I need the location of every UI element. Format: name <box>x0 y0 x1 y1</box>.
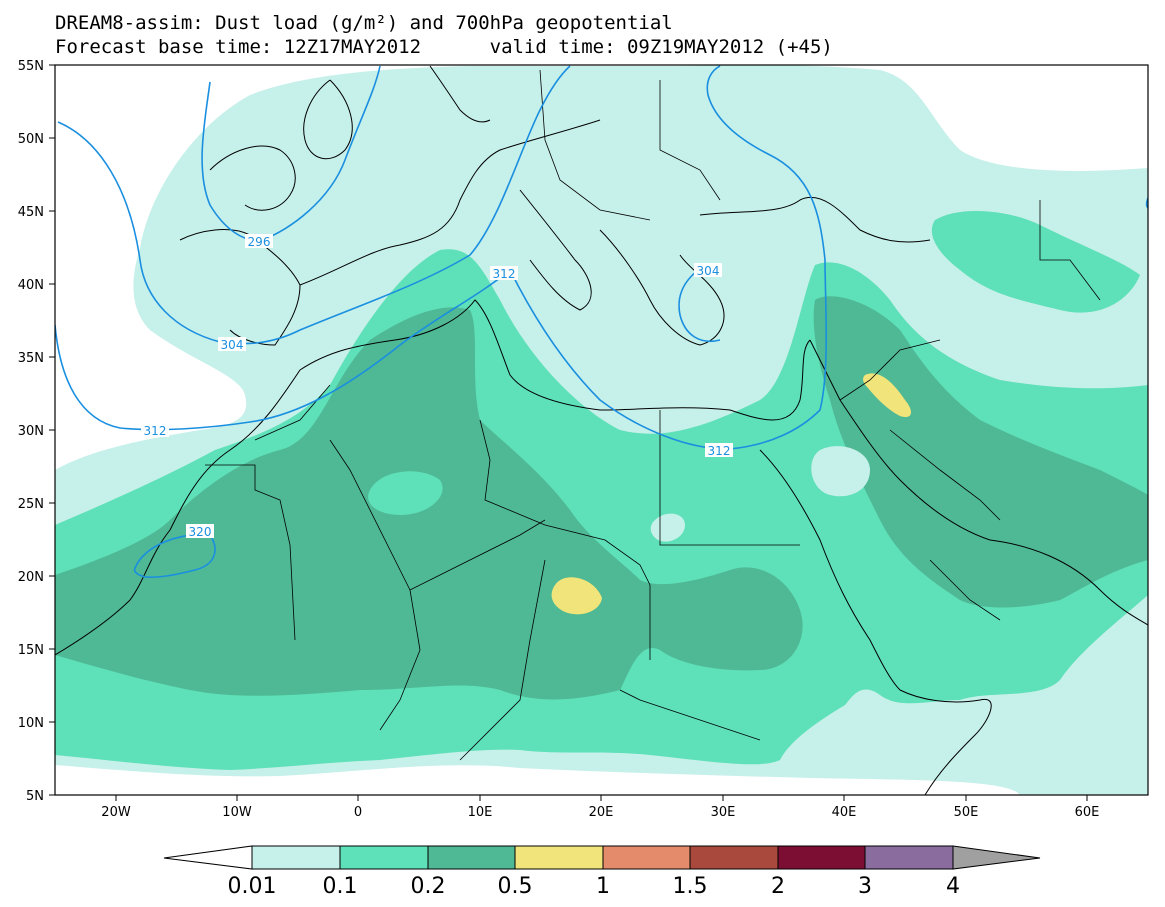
map-subtitle: Forecast base time: 12Z17MAY2012 valid t… <box>55 36 833 58</box>
colorbar-swatch <box>514 845 604 870</box>
lat-label: 50N <box>18 132 44 147</box>
colorbar-swatch <box>689 845 779 870</box>
map-title: DREAM8-assim: Dust load (g/m²) and 700hP… <box>55 12 673 34</box>
country-borders <box>205 69 1101 761</box>
lon-label: 60E <box>1075 805 1100 820</box>
colorbar-label: 0.01 <box>228 874 277 899</box>
contour-304-aegean <box>678 264 721 342</box>
longitude-labels: 20W 10W 0 10E 20E 30E 40E 50E 60E <box>101 805 1099 820</box>
contour-labels: 296 304 312 312 312 320 304 <box>141 234 733 539</box>
lon-label: 20W <box>101 805 131 820</box>
colorbar-swatch <box>427 845 516 870</box>
colorbar-label: 0.2 <box>411 874 446 899</box>
lat-label: 30N <box>18 424 44 439</box>
lat-label: 40N <box>18 278 44 293</box>
colorbar-label: 1.5 <box>673 874 708 899</box>
contour-312 <box>55 65 828 450</box>
dust-band-0.5-iraq <box>863 373 912 418</box>
contour-label-320: 320 <box>189 525 212 539</box>
colorbar-swatch <box>777 845 866 870</box>
colorbar-label: 4 <box>946 874 960 899</box>
contour-label-312-a: 312 <box>493 267 516 281</box>
colorbar: 0.01 0.1 0.2 0.5 1 1.5 2 3 4 <box>163 845 1041 899</box>
colorbar-label: 0.1 <box>323 874 358 899</box>
lon-label: 10E <box>468 805 493 820</box>
coastlines <box>55 65 1148 795</box>
lat-label: 55N <box>18 59 44 74</box>
contour-label-bg <box>705 443 733 457</box>
lon-label: 20E <box>589 805 614 820</box>
lat-label: 10N <box>18 716 44 731</box>
colorbar-high-arrow <box>952 845 1041 870</box>
lat-label: 35N <box>18 351 44 366</box>
colorbar-label: 1 <box>596 874 610 899</box>
lon-label: 50E <box>954 805 979 820</box>
colorbar-swatch <box>864 845 954 870</box>
dust-pocket-iran <box>931 210 1140 313</box>
contour-label-304-b: 304 <box>697 264 720 278</box>
axis-ticks <box>49 64 1088 801</box>
lon-label: 0 <box>354 805 362 820</box>
dust-pocket-algeria <box>368 471 443 515</box>
contour-label-bg <box>490 266 518 280</box>
lat-label: 20N <box>18 570 44 585</box>
contour-label-bg <box>218 337 246 351</box>
dust-pocket-libya <box>650 513 685 542</box>
colorbar-label: 0.5 <box>498 874 533 899</box>
lat-label: 15N <box>18 643 44 658</box>
dust-pocket-arabia <box>811 446 870 497</box>
lon-label: 10W <box>222 805 252 820</box>
contour-304-west <box>57 65 571 345</box>
lat-label: 5N <box>26 789 44 804</box>
lon-label: 30E <box>711 805 736 820</box>
contour-label-bg <box>141 423 169 437</box>
lat-label: 25N <box>18 497 44 512</box>
lat-label: 45N <box>18 205 44 220</box>
colorbar-swatch <box>251 845 341 870</box>
dust-band-0.2-east <box>813 296 1148 608</box>
colorbar-label: 2 <box>771 874 785 899</box>
dust-band-0.5-chad <box>551 577 602 615</box>
contour-label-304: 304 <box>221 338 244 352</box>
colorbar-label: 3 <box>858 874 872 899</box>
contour-label-296: 296 <box>248 235 271 249</box>
colorbar-swatch <box>602 845 691 870</box>
contour-label-312-c: 312 <box>708 444 731 458</box>
contour-label-bg <box>186 524 214 538</box>
contour-label-312-b: 312 <box>144 424 167 438</box>
colorbar-low-arrow <box>163 845 253 870</box>
contour-label-bg <box>694 263 722 277</box>
contour-320 <box>133 533 216 578</box>
colorbar-swatch <box>339 845 429 870</box>
latitude-labels: 55N 50N 45N 40N 35N 30N 25N 20N 15N 10N … <box>18 59 44 804</box>
contour-label-bg <box>245 234 273 248</box>
lon-label: 40E <box>832 805 857 820</box>
